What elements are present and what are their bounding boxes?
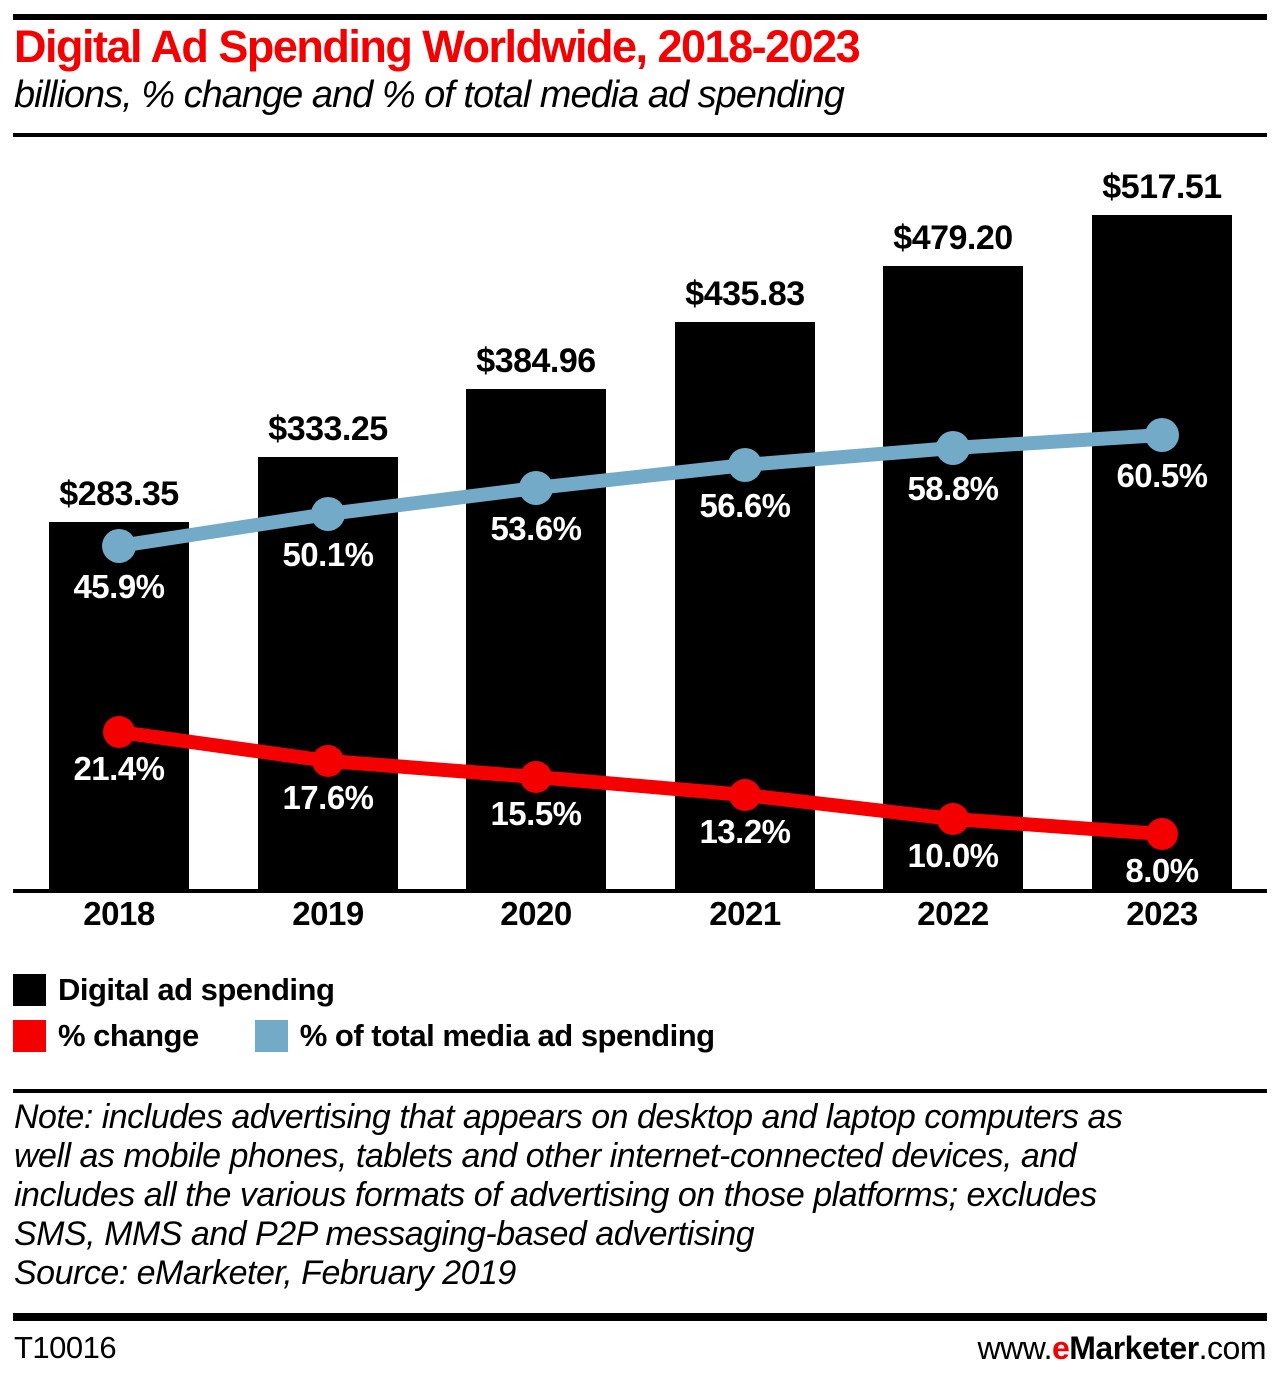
bar-value-label: $384.96 [476,342,596,380]
pct-change-label: 17.6% [282,779,374,816]
x-axis-label: 2023 [1126,895,1198,932]
pct-change-label: 15.5% [490,795,582,832]
bar-value-label: $517.51 [1102,168,1222,206]
pct-change-label: 21.4% [73,750,165,787]
url-com: .com [1198,1330,1267,1366]
note-line: well as mobile phones, tablets and other… [14,1137,1077,1175]
x-axis-label: 2021 [709,895,781,932]
header-divider-line [13,133,1267,137]
pct-total-label: 58.8% [907,470,999,507]
url-e: e [1051,1330,1070,1366]
chart-title: Digital Ad Spending Worldwide, 2018-2023 [14,21,861,72]
pct-total-label: 45.9% [73,568,165,605]
x-axis-line [13,889,1267,893]
url-www: www. [977,1330,1053,1366]
legend-row-1: Digital ad spending [13,972,335,1008]
legend-label-pct-total: % of total media ad spending [299,1018,715,1053]
chart-id: T10016 [14,1330,117,1365]
bar-value-label: $479.20 [893,219,1013,257]
pct-total-label: 53.6% [490,510,582,547]
footnote-divider-line [13,1089,1267,1093]
source-text: Source: eMarketer, February 2019 [14,1254,516,1292]
legend-row-2: % change % of total media ad spending [13,1018,715,1054]
chart-subtitle: billions, % change and % of total media … [14,74,845,116]
legend-swatch-digital-ad-spending [13,974,46,1006]
pct-total-label: 60.5% [1116,457,1208,494]
pct-total-label: 50.1% [282,536,374,573]
legend-swatch-pct-total [254,1020,288,1052]
bar-value-label: $283.35 [59,475,179,513]
bar-2019 [258,457,398,893]
pct-total-label: 56.6% [699,487,791,524]
pct-change-label: 13.2% [699,813,791,850]
pct-change-label: 8.0% [1125,852,1199,889]
note-text: Note: includes advertising that appears … [14,1098,1268,1254]
pct-change-label: 10.0% [907,837,999,874]
legend-label-digital-ad-spending: Digital ad spending [58,972,335,1007]
footnote-block: Note: includes advertising that appears … [14,1098,1268,1293]
bar-2022 [883,266,1023,893]
website-url: www.eMarketer.com [978,1330,1267,1367]
bar-value-label: $435.83 [685,275,805,313]
top-divider-bar [13,14,1267,20]
note-line: SMS, MMS and P2P messaging-based adverti… [14,1215,755,1253]
note-line: includes all the various formats of adve… [14,1176,1097,1214]
bar-2023 [1092,215,1232,893]
legend-swatch-pct-change [13,1020,46,1052]
x-axis-label: 2019 [292,895,364,932]
x-axis-label: 2022 [917,895,989,932]
x-axis-label: 2018 [83,895,155,932]
chart-area: $283.35 45.9% 21.4% 2018 $333.25 50.1% 17.6% 20… [13,168,1267,932]
x-axis-label: 2020 [500,895,572,932]
legend-label-pct-change: % change [58,1018,199,1053]
note-line: Note: includes advertising that appears … [14,1098,1123,1136]
footer-divider-bar [13,1313,1267,1321]
bar-2021 [675,322,815,893]
bar-value-label: $333.25 [268,410,388,448]
url-brand: Marketer [1069,1330,1199,1366]
